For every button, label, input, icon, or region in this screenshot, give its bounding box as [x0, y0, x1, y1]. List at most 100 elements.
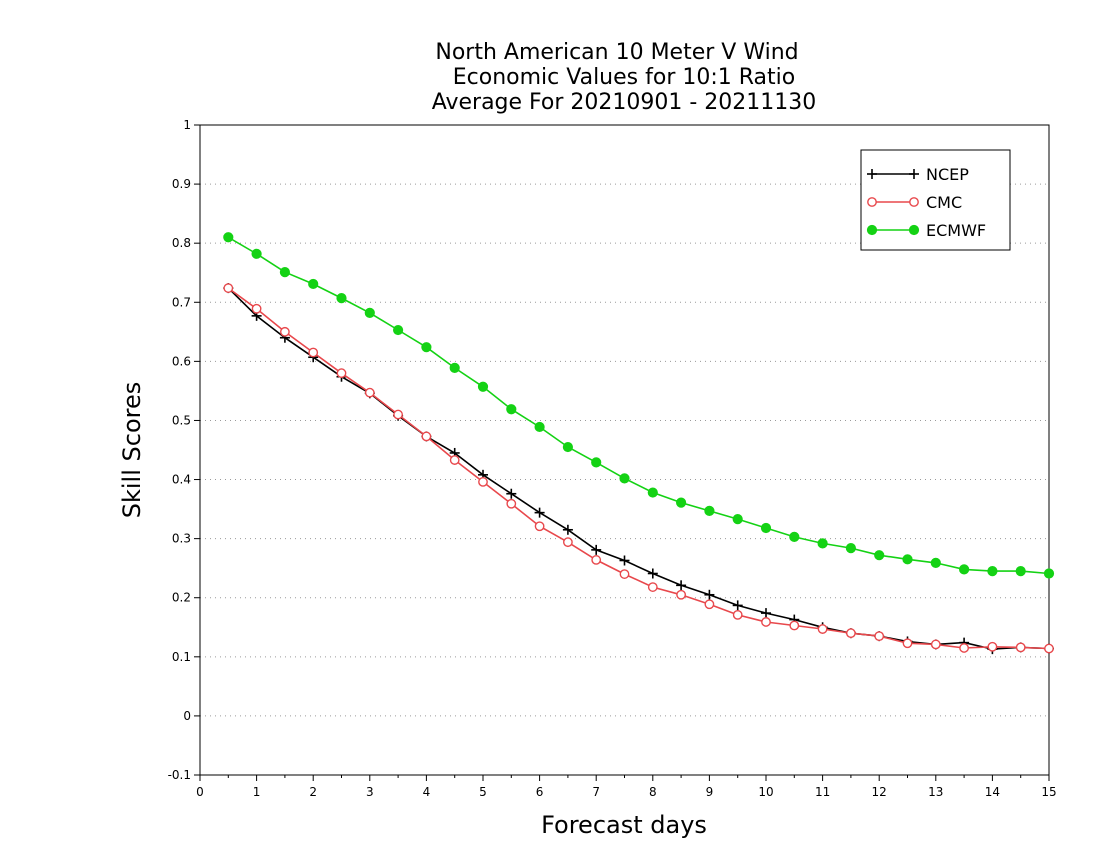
data-point-ecmwf: [223, 232, 234, 243]
data-point-cmc: [676, 589, 686, 600]
data-point-cmc: [591, 555, 602, 565]
data-point-ecmwf: [676, 497, 687, 508]
x-tick-label: 9: [706, 785, 714, 799]
data-point-cmc: [251, 303, 262, 314]
y-tick-label: 0.6: [172, 354, 191, 368]
data-point-ncep: [534, 507, 545, 518]
data-point-cmc: [1015, 642, 1026, 653]
x-tick-label: 0: [196, 785, 204, 799]
data-point-ecmwf: [845, 542, 857, 554]
data-point-ecmwf: [1043, 568, 1055, 579]
grid: [200, 183, 1049, 717]
y-tick-label: 0.8: [172, 236, 191, 250]
data-point-ecmwf: [874, 550, 885, 561]
y-tick-label: 1: [183, 118, 191, 132]
x-tick-label: 5: [479, 785, 487, 799]
x-tick-label: 11: [815, 785, 830, 799]
y-tick-label: 0.7: [172, 295, 191, 309]
data-point-ncep: [647, 568, 658, 579]
data-point-cmc: [506, 498, 517, 509]
data-point-ecmwf: [789, 531, 800, 542]
data-point-cmc: [704, 599, 715, 610]
y-tick-label: 0.2: [172, 591, 191, 605]
data-point-cmc: [563, 537, 573, 548]
y-axis-ticks: -0.1 0 0.1 0.2 0.3 0.4 0.5 0.6 0.7 0.8 0.9 1: [168, 118, 200, 782]
y-tick-label: 0.5: [172, 413, 191, 427]
series: [223, 232, 1055, 655]
data-point-cmc: [364, 387, 375, 398]
data-point-cmc: [874, 631, 885, 642]
chart-title-line-3: Average For 20210901 - 20211130: [432, 90, 817, 115]
x-tick-label: 7: [592, 785, 600, 799]
legend-marker-cmc: [909, 197, 919, 207]
data-point-cmc: [308, 347, 319, 358]
data-point-ecmwf: [562, 441, 574, 453]
data-point-ecmwf: [902, 554, 913, 565]
legend-box: [860, 149, 1011, 251]
series-ncep: [223, 283, 1054, 655]
data-point-cmc: [279, 326, 290, 337]
data-point-cmc: [449, 455, 460, 465]
data-point-ncep: [676, 580, 687, 591]
data-point-ncep: [591, 544, 602, 555]
x-tick-label: 3: [366, 785, 374, 799]
data-point-ncep: [761, 608, 771, 619]
data-point-ecmwf: [421, 342, 432, 353]
data-point-ecmwf: [449, 362, 460, 373]
legend-marker-ecmwf: [866, 224, 878, 236]
data-point-ecmwf: [959, 564, 970, 575]
x-axis-ticks: 0 1 2 3 4 5 6 7 8 9 10 11 12 13 14 15: [196, 775, 1057, 799]
data-point-ecmwf: [336, 293, 347, 304]
data-point-cmc: [223, 283, 234, 293]
data-point-ecmwf: [477, 381, 489, 392]
data-point-ecmwf: [760, 522, 772, 534]
data-point-cmc: [478, 477, 488, 487]
data-point-ecmwf: [393, 324, 404, 336]
data-point-cmc: [393, 409, 403, 420]
data-point-ecmwf: [619, 473, 630, 484]
series-line-ncep: [227, 287, 1050, 650]
y-tick-label: -0.1: [168, 768, 191, 782]
data-point-cmc: [1044, 643, 1054, 654]
series-cmc: [223, 283, 1054, 654]
chart-title-line-2: Economic Values for 10:1 Ratio: [453, 65, 795, 90]
legend-marker-ncep: [909, 169, 919, 179]
data-point-ecmwf: [251, 248, 262, 259]
series-line-cmc: [227, 287, 1050, 650]
data-point-ncep: [704, 589, 715, 600]
x-tick-label: 8: [649, 785, 657, 799]
data-point-cmc: [336, 368, 347, 379]
x-tick-label: 12: [872, 785, 887, 799]
y-tick-label: 0.1: [172, 650, 191, 664]
y-tick-label: 0.9: [172, 177, 191, 191]
data-point-cmc: [902, 638, 913, 649]
x-tick-label: 15: [1041, 785, 1056, 799]
legend-marker-ecmwf: [908, 224, 920, 236]
data-point-ncep: [506, 488, 517, 499]
chart-title-line-1: North American 10 Meter V Wind: [435, 40, 798, 65]
x-tick-label: 4: [423, 785, 431, 799]
data-point-cmc: [846, 628, 856, 639]
data-point-cmc: [789, 620, 800, 631]
data-point-ecmwf: [308, 278, 319, 290]
x-tick-label: 6: [536, 785, 544, 799]
data-point-ecmwf: [732, 514, 743, 525]
y-axis-title: Skill Scores: [118, 382, 146, 519]
x-tick-label: 1: [253, 785, 261, 799]
chart-title: North American 10 Meter V Wind Economic …: [432, 40, 817, 115]
legend: NCEP CMC ECMWF: [860, 149, 1011, 251]
data-point-ecmwf: [279, 267, 290, 278]
data-point-ecmwf: [364, 307, 375, 319]
data-point-ecmwf: [817, 538, 828, 549]
data-point-ecmwf: [987, 566, 998, 577]
legend-item-ncep: NCEP: [867, 165, 969, 184]
x-tick-label: 14: [985, 785, 1000, 799]
x-tick-label: 10: [758, 785, 773, 799]
data-point-cmc: [761, 617, 771, 627]
data-point-ecmwf: [506, 404, 517, 415]
data-point-ecmwf: [591, 457, 602, 468]
legend-item-cmc: CMC: [867, 193, 962, 212]
y-tick-label: 0: [183, 709, 191, 723]
x-tick-label: 13: [928, 785, 943, 799]
